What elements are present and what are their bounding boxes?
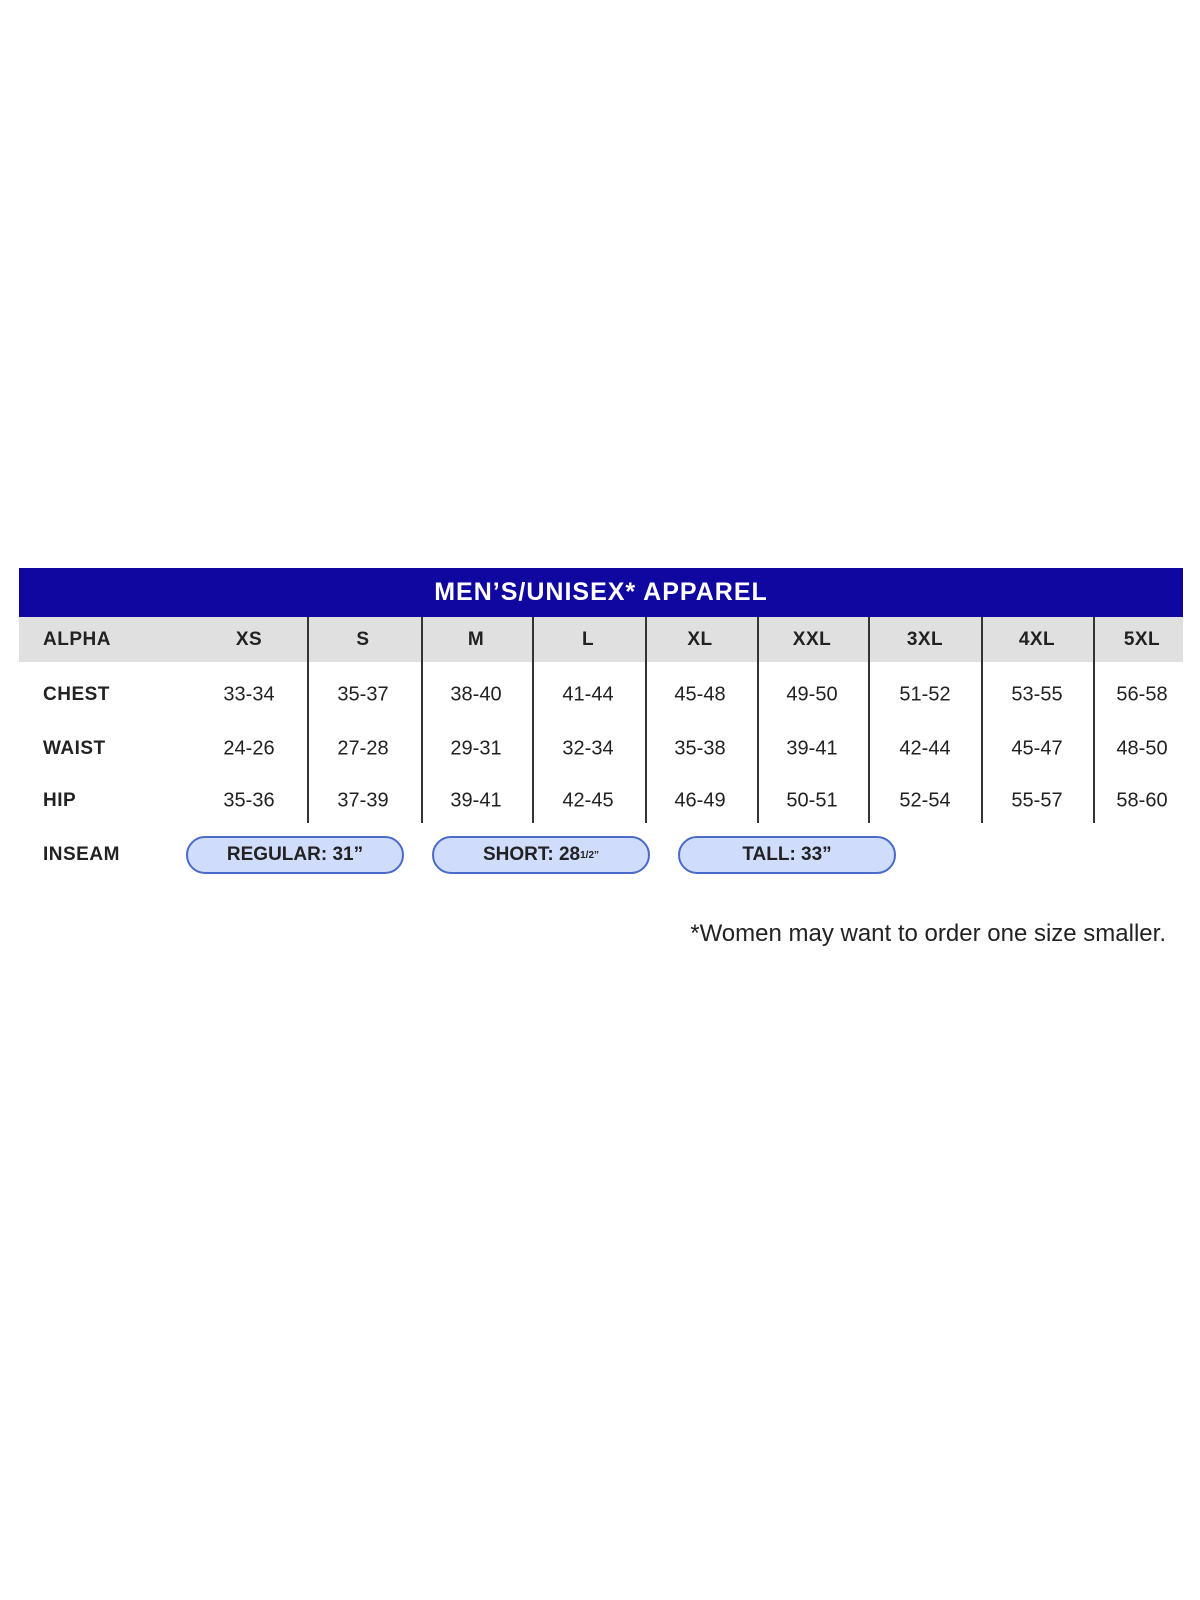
table-cell: 53-55: [1011, 683, 1063, 706]
column-divider: [532, 617, 534, 823]
pill-text: TALL: 33”: [742, 844, 832, 865]
column-divider: [981, 617, 983, 823]
size-header-3xl: 3XL: [906, 629, 944, 650]
row-label-chest: CHEST: [43, 684, 110, 705]
table-cell: 35-36: [223, 789, 275, 812]
row-label-hip: HIP: [43, 790, 77, 811]
table-cell: 39-41: [786, 737, 838, 760]
table-cell: 42-45: [562, 789, 614, 812]
size-header-xl: XL: [687, 629, 713, 650]
size-header-4xl: 4XL: [1018, 629, 1056, 650]
size-header-xs: XS: [235, 629, 263, 650]
chart-title-banner: MEN’S/UNISEX* APPAREL: [19, 568, 1183, 617]
table-cell: 24-26: [223, 737, 275, 760]
table-cell: 48-50: [1116, 737, 1168, 760]
inseam-short-pill: SHORT: 28 1/2”: [432, 836, 650, 874]
table-cell: 55-57: [1011, 789, 1063, 812]
pill-text: REGULAR: 31”: [226, 844, 364, 865]
size-header-row: [19, 617, 1183, 662]
table-cell: 58-60: [1116, 789, 1168, 812]
table-cell: 38-40: [450, 683, 502, 706]
footnote: *Women may want to order one size smalle…: [690, 920, 1166, 947]
table-cell: 41-44: [562, 683, 614, 706]
inseam-tall-pill: TALL: 33”: [678, 836, 896, 874]
table-cell: 35-38: [674, 737, 726, 760]
column-divider: [645, 617, 647, 823]
table-cell: 35-37: [337, 683, 389, 706]
table-cell: 45-48: [674, 683, 726, 706]
table-cell: 42-44: [899, 737, 951, 760]
column-divider: [421, 617, 423, 823]
table-cell: 52-54: [899, 789, 951, 812]
table-cell: 33-34: [223, 683, 275, 706]
table-cell: 46-49: [674, 789, 726, 812]
table-cell: 29-31: [450, 737, 502, 760]
column-divider: [757, 617, 759, 823]
table-cell: 32-34: [562, 737, 614, 760]
inseam-regular-pill: REGULAR: 31”: [186, 836, 404, 874]
size-header-s: S: [356, 629, 370, 650]
size-header-l: L: [581, 629, 595, 650]
row-label-waist: WAIST: [43, 738, 106, 759]
table-cell: 39-41: [450, 789, 502, 812]
table-cell: 56-58: [1116, 683, 1168, 706]
table-cell: 50-51: [786, 789, 838, 812]
pill-sup: 1/2”: [580, 849, 600, 861]
table-cell: 45-47: [1011, 737, 1063, 760]
table-cell: 51-52: [899, 683, 951, 706]
table-cell: 49-50: [786, 683, 838, 706]
inseam-label: INSEAM: [43, 844, 120, 865]
table-cell: 27-28: [337, 737, 389, 760]
column-divider: [1093, 617, 1095, 823]
column-divider: [868, 617, 870, 823]
table-cell: 37-39: [337, 789, 389, 812]
size-header-5xl: 5XL: [1123, 629, 1161, 650]
column-divider: [307, 617, 309, 823]
size-header-xxl: XXL: [792, 629, 832, 650]
size-header-m: M: [467, 629, 485, 650]
pill-text: SHORT: 28: [482, 844, 581, 865]
header-label-alpha: ALPHA: [43, 629, 111, 650]
chart-title: MEN’S/UNISEX* APPAREL: [434, 578, 768, 606]
